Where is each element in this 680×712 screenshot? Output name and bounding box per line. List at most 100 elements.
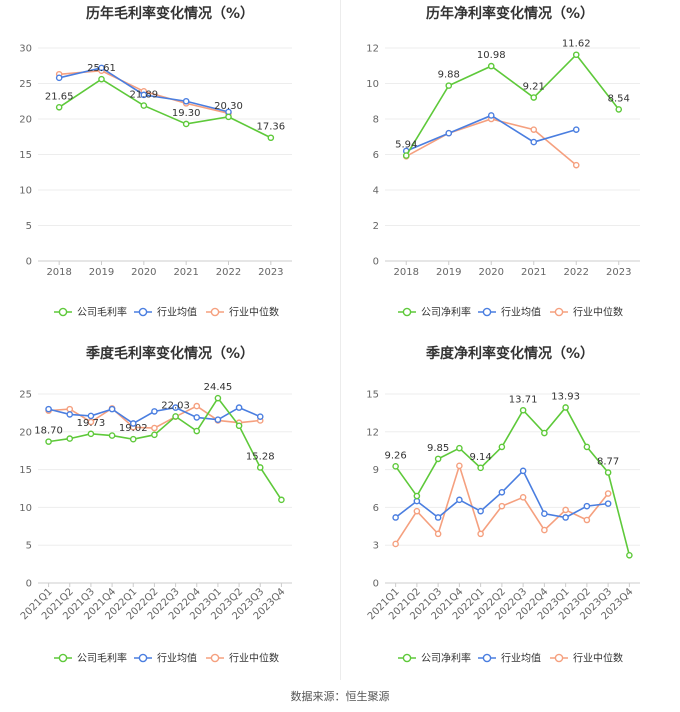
point-company	[519, 406, 527, 414]
point-industry-avg	[562, 514, 569, 521]
y-tick-label: 12	[366, 44, 379, 55]
legend-label: 行业中位数	[229, 652, 279, 665]
point-company	[477, 464, 484, 472]
x-tick-label: 2023	[258, 267, 283, 278]
x-tick-label: 2019	[436, 267, 461, 278]
point-industry-median	[604, 490, 612, 497]
data-label: 18.70	[34, 426, 63, 437]
series-line-company	[58, 78, 272, 139]
data-label: 19.30	[172, 108, 201, 119]
chart-title: 季度净利率变化情况（%）	[425, 345, 594, 362]
point-company	[615, 106, 623, 113]
point-company	[402, 152, 410, 159]
legend-marker	[58, 653, 68, 663]
data-label: 24.45	[204, 382, 233, 393]
legend-item-industry-avg: 行业均值	[478, 306, 541, 319]
legend-marker	[138, 653, 148, 663]
panel-divider	[340, 0, 341, 680]
data-label: 21.89	[130, 90, 159, 101]
point-company	[55, 103, 63, 111]
legend-item-industry-median: 行业中位数	[206, 652, 279, 665]
point-company	[151, 431, 158, 439]
y-tick-label: 10	[19, 186, 32, 197]
point-industry-median	[66, 405, 74, 413]
legend-marker	[402, 653, 412, 663]
data-label: 22.03	[161, 400, 190, 411]
point-industry-avg	[541, 510, 548, 517]
point-company	[456, 444, 463, 452]
y-tick-label: 5	[26, 221, 32, 232]
legend-marker	[482, 307, 492, 317]
legend-label: 公司毛利率	[77, 652, 127, 665]
y-tick-label: 0	[26, 579, 32, 590]
chart-annual-gross-margin: 历年毛利率变化情况（%） 0 5 10 15 20 25 30 2018 2019 2020 2021…	[0, 0, 340, 340]
y-tick-label: 15	[19, 150, 32, 161]
data-label: 10.98	[477, 50, 506, 61]
point-company	[66, 435, 74, 442]
point-industry-median	[498, 502, 506, 510]
legend-item-company: 公司毛利率	[54, 652, 127, 665]
point-company	[235, 422, 243, 430]
point-industry-median	[151, 424, 158, 432]
point-industry-median	[572, 161, 580, 169]
point-industry-median	[477, 530, 484, 538]
point-company	[87, 430, 95, 438]
y-tick-label: 15	[19, 465, 32, 476]
point-industry-avg	[182, 97, 190, 105]
x-tick-label: 2020	[131, 267, 156, 278]
point-industry-avg	[392, 514, 399, 521]
point-industry-median	[519, 494, 527, 501]
point-industry-avg	[487, 112, 495, 119]
point-industry-avg	[498, 488, 506, 496]
chart-title: 历年毛利率变化情况（%）	[86, 5, 254, 22]
chart-quarterly-net-margin: 季度净利率变化情况（%） 0 3 6 9 12 15 2021Q1 2021Q2 2021Q3 20…	[340, 340, 680, 680]
data-label: 11.62	[562, 39, 591, 50]
series-line-industry-median	[405, 118, 577, 166]
y-tick-label: 6	[373, 150, 379, 161]
point-industry-median	[583, 516, 591, 524]
legend-label: 行业中位数	[573, 652, 623, 665]
point-industry-avg	[235, 404, 243, 411]
point-industry-median	[193, 402, 201, 410]
legend-item-industry-avg: 行业均值	[478, 652, 541, 665]
point-industry-avg	[477, 507, 484, 515]
point-industry-avg	[151, 408, 158, 415]
data-label: 13.71	[509, 394, 538, 405]
legend-label: 行业均值	[157, 652, 197, 665]
data-label: 17.36	[257, 122, 286, 133]
point-company	[172, 413, 179, 420]
y-tick-label: 20	[19, 115, 32, 126]
point-company	[572, 51, 580, 59]
point-company	[413, 492, 421, 500]
y-tick-label: 10	[366, 79, 379, 90]
point-industry-avg	[256, 413, 264, 420]
legend-item-industry-median: 行业中位数	[550, 652, 623, 665]
data-label: 9.88	[438, 70, 460, 81]
y-tick-label: 9	[373, 465, 379, 476]
point-company	[626, 551, 633, 559]
point-company	[392, 463, 399, 470]
point-industry-avg	[87, 412, 95, 420]
point-industry-median	[434, 530, 442, 538]
point-company	[487, 62, 495, 70]
data-label: 5.94	[395, 140, 417, 151]
chart-quarterly-gross-margin: 季度毛利率变化情况（%） 0 5 10 15 20 25 2021Q1 2021Q2 2021Q3…	[0, 340, 340, 680]
point-company	[434, 455, 442, 463]
point-industry-avg	[98, 64, 105, 72]
point-industry-avg	[583, 502, 591, 510]
series-line-company	[405, 53, 620, 156]
point-industry-avg	[45, 405, 52, 413]
point-industry-avg	[66, 411, 74, 418]
point-company	[140, 102, 148, 109]
point-industry-avg	[55, 74, 63, 82]
y-tick-label: 2	[373, 221, 379, 232]
data-label: 9.14	[469, 452, 491, 463]
point-industry-avg	[530, 138, 538, 146]
legend-item-company: 公司净利率	[398, 652, 471, 665]
chart-title: 历年净利率变化情况（%）	[426, 5, 594, 22]
data-label: 13.93	[551, 391, 580, 402]
point-industry-median	[530, 126, 538, 133]
point-industry-avg	[108, 405, 116, 413]
data-label: 8.77	[597, 456, 619, 467]
series-line-company	[48, 396, 283, 501]
